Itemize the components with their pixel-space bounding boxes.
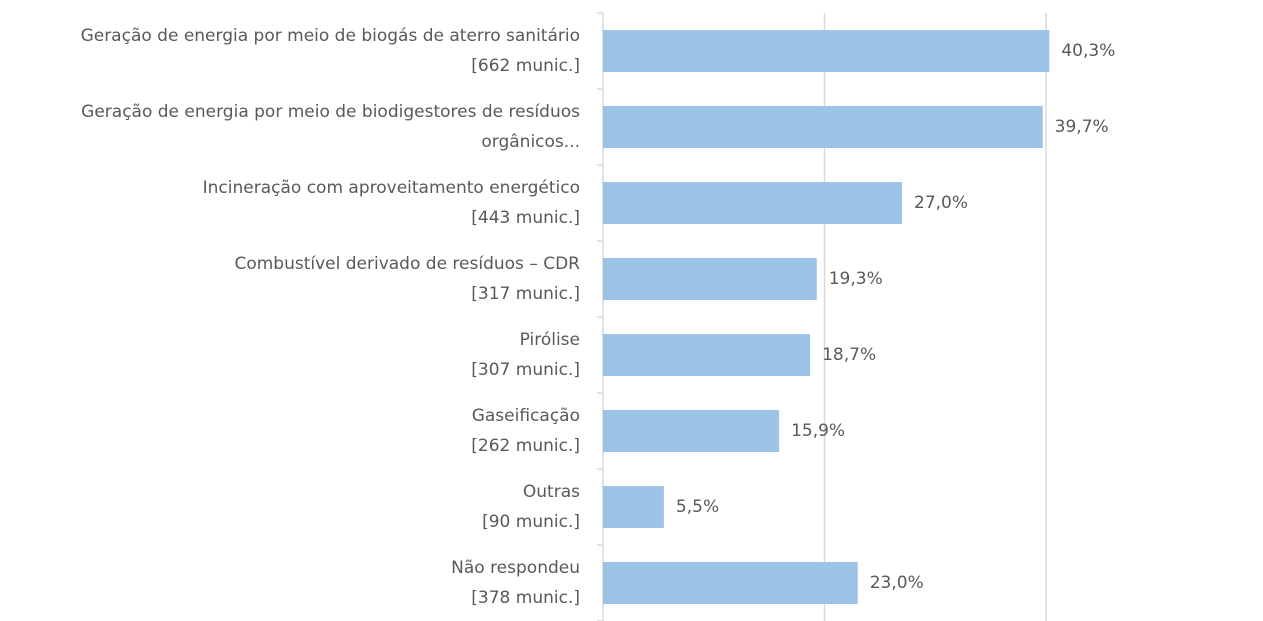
category-label: [262 munic.]	[471, 436, 580, 456]
bar	[603, 410, 780, 452]
value-label: 40,3%	[1061, 41, 1115, 61]
value-label: 27,0%	[914, 193, 968, 213]
bar	[603, 30, 1050, 72]
category-label: [378 munic.]	[471, 588, 580, 608]
bar	[603, 486, 664, 528]
value-label: 5,5%	[676, 497, 719, 517]
category-label: Gaseificação	[472, 406, 580, 426]
bar	[603, 182, 903, 224]
bar	[603, 562, 858, 604]
category-label: [317 munic.]	[471, 284, 580, 304]
category-label: [307 munic.]	[471, 360, 580, 380]
value-label: 18,7%	[822, 345, 876, 365]
value-label: 19,3%	[829, 269, 883, 289]
category-label: [90 munic.]	[482, 512, 580, 532]
bar	[603, 334, 811, 376]
category-label: [443 munic.]	[471, 208, 580, 228]
category-label: Pirólise	[520, 330, 580, 350]
value-label: 15,9%	[791, 421, 845, 441]
category-label: [662 munic.]	[471, 56, 580, 76]
category-label: Incineração com aproveitamento energétic…	[203, 178, 580, 198]
category-label: orgânicos...	[481, 132, 580, 152]
category-label: Não respondeu	[451, 558, 580, 578]
bar	[603, 106, 1043, 148]
category-label: Outras	[523, 482, 580, 502]
category-label: Combustível derivado de resíduos – CDR	[234, 254, 580, 274]
category-label: Geração de energia por meio de biogás de…	[81, 26, 580, 46]
value-label: 39,7%	[1055, 117, 1109, 137]
value-label: 23,0%	[870, 573, 924, 593]
bar	[603, 258, 817, 300]
category-label: Geração de energia por meio de biodigest…	[81, 102, 580, 122]
